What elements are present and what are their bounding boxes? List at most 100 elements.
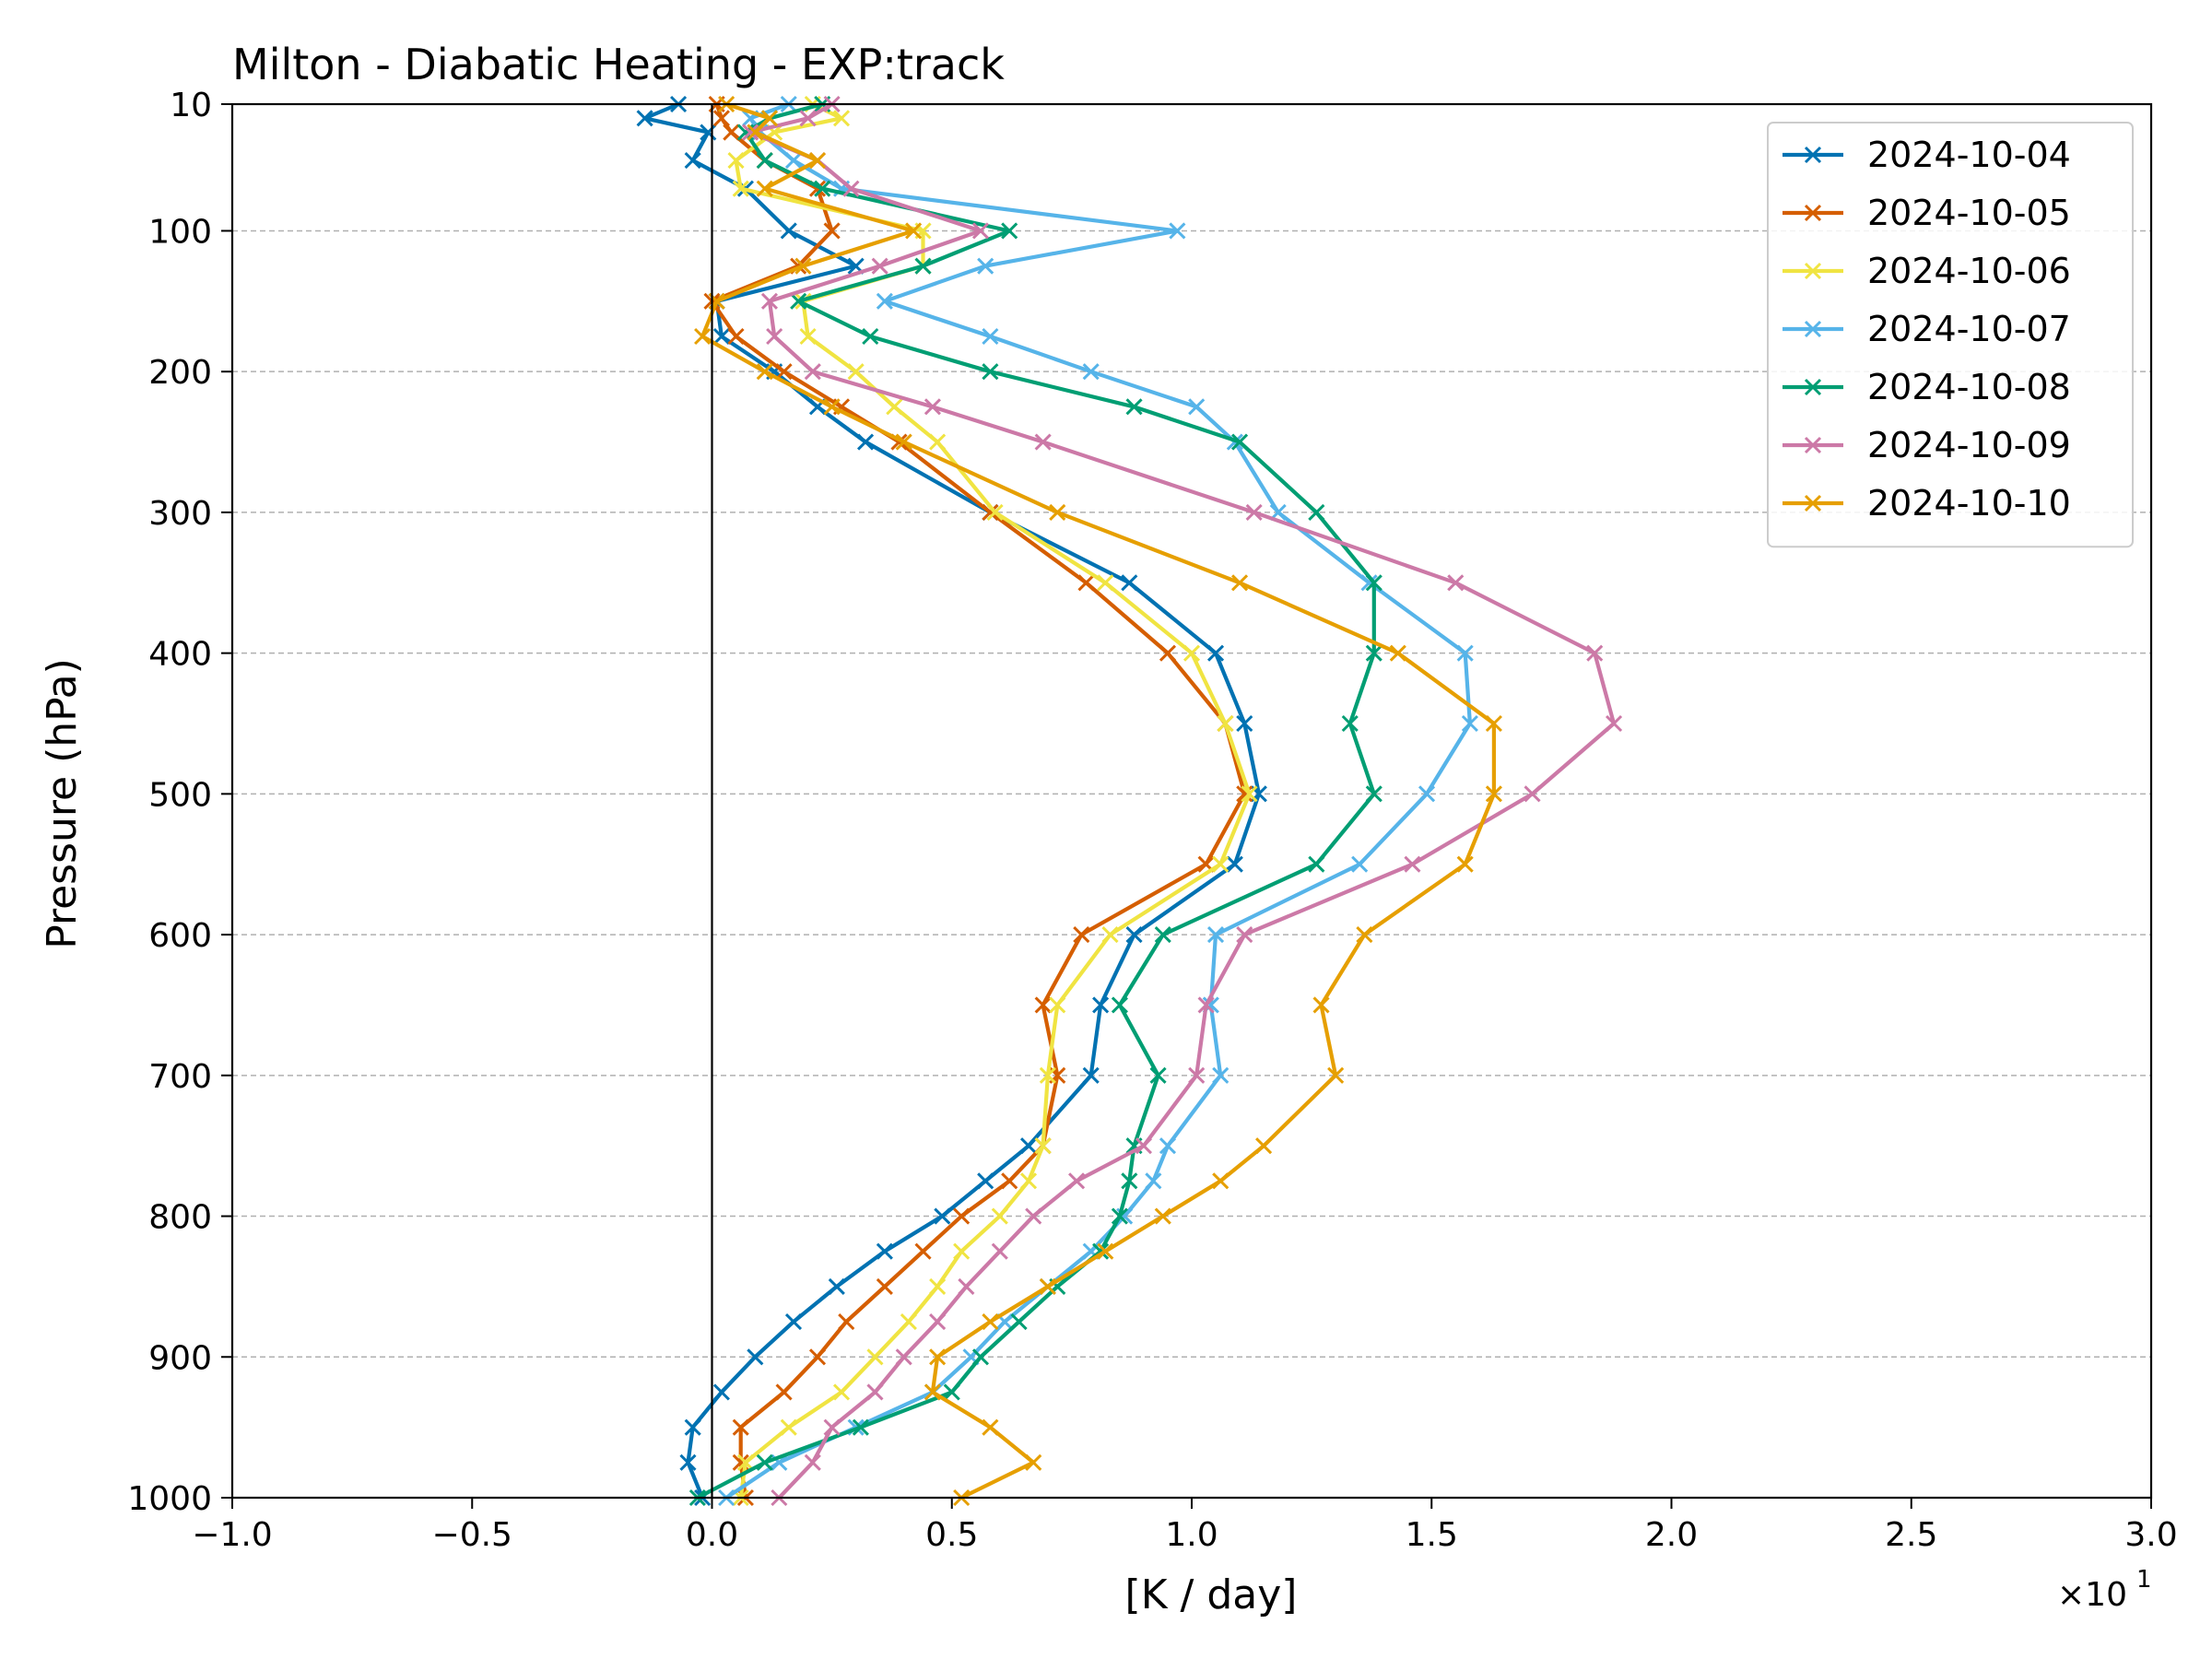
legend-marker <box>1804 146 1822 164</box>
data-point-marker <box>943 1383 960 1401</box>
data-point-marker <box>736 1453 754 1471</box>
data-point-marker <box>828 1277 845 1295</box>
data-point-marker <box>756 152 773 170</box>
y-tick-label: 500 <box>148 776 212 814</box>
data-point-marker <box>982 1313 999 1331</box>
data-point-marker <box>1111 996 1128 1014</box>
data-point-marker <box>1121 574 1138 592</box>
data-point-marker <box>914 1242 932 1260</box>
data-point-marker <box>1212 855 1230 873</box>
data-point-marker <box>684 1418 701 1436</box>
legend-label: 2024-10-06 <box>1867 251 2071 291</box>
legend-item: 2024-10-09 <box>1783 425 2071 465</box>
data-point-marker <box>1188 398 1206 416</box>
legend-marker <box>1804 262 1822 280</box>
data-point-marker <box>1461 714 1478 733</box>
y-axis-ticks: 10 100 200 300 400 500 600 700 800 900 1000 <box>127 87 232 1518</box>
data-point-marker <box>684 152 701 170</box>
series-line <box>700 102 1497 1500</box>
data-point-marker <box>794 257 812 275</box>
data-point-marker <box>1456 644 1474 662</box>
data-point-marker <box>1010 1313 1028 1331</box>
y-axis-label: Pressure (hPa) <box>39 658 86 949</box>
data-point-marker <box>1312 996 1330 1014</box>
data-point-marker <box>1092 996 1110 1014</box>
data-point-marker <box>1389 644 1406 662</box>
data-point-marker <box>1182 644 1201 662</box>
data-point-marker <box>1308 503 1325 521</box>
data-point-marker <box>1097 1242 1114 1260</box>
data-point-marker <box>895 433 912 451</box>
x-tick-label: 2.0 <box>1645 1516 1698 1554</box>
series-2024-10-05 <box>703 95 1253 1507</box>
data-point-marker <box>1049 503 1066 521</box>
data-point-marker <box>756 180 773 197</box>
data-point-marker <box>929 1313 947 1331</box>
data-point-marker <box>1456 855 1474 873</box>
data-point-marker <box>1077 574 1095 592</box>
data-point-marker <box>991 1207 1008 1225</box>
data-point-marker <box>1206 926 1225 944</box>
data-point-marker <box>1125 926 1143 944</box>
data-point-marker <box>929 1348 947 1366</box>
data-point-marker <box>712 327 730 346</box>
data-point-marker <box>862 327 879 346</box>
data-point-marker <box>732 1418 749 1436</box>
data-point-marker <box>780 222 797 240</box>
data-point-marker <box>1485 785 1502 803</box>
data-point-marker <box>1019 1172 1038 1190</box>
legend-item: 2024-10-05 <box>1783 193 2071 233</box>
data-point-marker <box>747 124 764 141</box>
data-point-marker <box>1206 644 1225 662</box>
data-point-marker <box>1154 1207 1171 1225</box>
data-point-marker <box>1356 926 1373 944</box>
data-point-marker <box>712 110 730 127</box>
data-point-marker <box>1217 714 1234 733</box>
data-point-marker <box>1159 644 1177 662</box>
data-point-marker <box>1082 363 1100 381</box>
data-point-marker <box>876 292 893 310</box>
data-point-marker <box>1212 1066 1230 1084</box>
data-point-marker <box>1327 1066 1345 1084</box>
data-point-marker <box>1605 714 1623 733</box>
legend-marker <box>1804 320 1822 338</box>
x-axis-ticks: −1.0 −0.5 0.0 0.5 1.0 1.5 2.0 2.5 3.0 <box>192 1498 2178 1554</box>
data-point-marker <box>929 1277 947 1295</box>
data-point-marker <box>971 1348 990 1366</box>
data-point-marker <box>895 1348 912 1366</box>
legend-label: 2024-10-07 <box>1867 309 2071 349</box>
data-point-marker <box>823 398 841 416</box>
data-point-marker <box>1351 855 1369 873</box>
data-point-marker <box>1049 996 1066 1014</box>
x-offset-text: ×10 <box>2057 1576 2127 1614</box>
data-point-marker <box>1255 1137 1273 1155</box>
x-tick-label: 1.0 <box>1165 1516 1218 1554</box>
y-tick-label: 100 <box>148 213 212 251</box>
y-tick-label: 200 <box>148 354 212 392</box>
data-point-marker <box>958 1277 975 1295</box>
chart-title: Milton - Diabatic Heating - EXP:track <box>232 40 1005 89</box>
data-point-marker <box>929 433 947 451</box>
data-point-marker <box>1524 785 1541 803</box>
data-point-marker <box>953 1207 971 1225</box>
data-point-marker <box>842 180 860 197</box>
data-point-marker <box>1039 1277 1056 1295</box>
x-tick-label: 0.5 <box>925 1516 978 1554</box>
data-point-marker <box>1034 433 1052 451</box>
data-point-marker <box>1230 433 1249 451</box>
legend-item: 2024-10-07 <box>1783 309 2071 349</box>
legend-marker <box>1804 204 1822 222</box>
legend-box <box>1767 122 2134 548</box>
data-point-marker <box>871 257 888 275</box>
data-point-marker <box>982 327 999 346</box>
legend-marker <box>1804 436 1822 454</box>
data-point-marker <box>1586 644 1604 662</box>
data-point-marker <box>876 1242 893 1260</box>
data-point-marker <box>971 222 990 240</box>
x-tick-label: 3.0 <box>2124 1516 2177 1554</box>
data-point-marker <box>982 363 999 381</box>
data-point-marker <box>747 1348 764 1366</box>
data-point-marker <box>934 1207 951 1225</box>
legend-marker <box>1804 378 1822 396</box>
data-point-marker <box>1073 926 1090 944</box>
